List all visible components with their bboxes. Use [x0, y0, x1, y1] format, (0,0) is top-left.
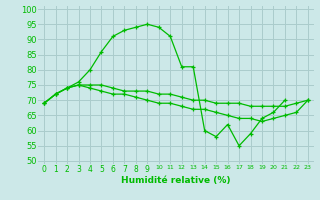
- X-axis label: Humidité relative (%): Humidité relative (%): [121, 176, 231, 185]
